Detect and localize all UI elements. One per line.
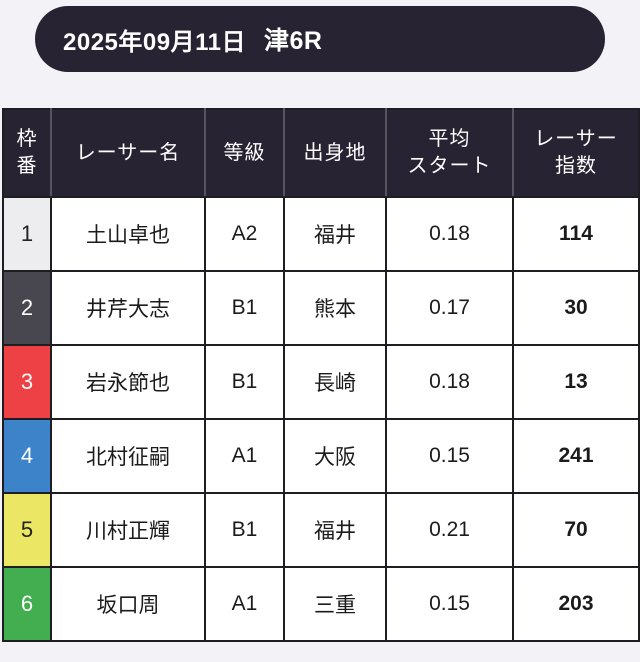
race-date: 2025年09月11日 <box>63 28 246 56</box>
grade-cell: B1 <box>204 492 285 568</box>
waku-cell: 5 <box>2 492 52 568</box>
racer-row: 4 北村征嗣 A1 大阪 0.15 241 <box>2 418 640 494</box>
col-header-grade: 等級 <box>204 108 285 198</box>
grade-cell: B1 <box>204 344 285 420</box>
racer-name-cell: 北村征嗣 <box>50 418 206 494</box>
racer-name-cell: 井芹大志 <box>50 270 206 346</box>
avg-start-cell: 0.21 <box>385 492 514 568</box>
col-header-racer-name: レーサー名 <box>50 108 206 198</box>
racer-index-cell: 241 <box>512 418 640 494</box>
avg-start-cell: 0.15 <box>385 566 514 642</box>
racer-table: 枠番 レーサー名 等級 出身地 平均 スタート レーサー 指数 1 土山卓也 A2 … <box>2 108 640 642</box>
avg-start-cell: 0.18 <box>385 344 514 420</box>
avg-start-cell: 0.18 <box>385 196 514 272</box>
grade-cell: A1 <box>204 566 285 642</box>
racer-row: 5 川村正輝 B1 福井 0.21 70 <box>2 492 640 568</box>
racer-name-cell: 坂口周 <box>50 566 206 642</box>
racer-name-cell: 土山卓也 <box>50 196 206 272</box>
origin-cell: 長崎 <box>283 344 387 420</box>
col-header-origin: 出身地 <box>283 108 387 198</box>
grade-cell: A1 <box>204 418 285 494</box>
racer-index-cell: 13 <box>512 344 640 420</box>
race-name: 津6R <box>263 27 323 55</box>
origin-cell: 三重 <box>283 566 387 642</box>
racer-index-cell: 70 <box>512 492 640 568</box>
racer-name-cell: 川村正輝 <box>50 492 206 568</box>
col-header-waku: 枠番 <box>2 108 52 198</box>
origin-cell: 熊本 <box>283 270 387 346</box>
waku-cell: 6 <box>2 566 52 642</box>
race-header: 2025年09月11日 津6R <box>35 6 605 72</box>
waku-cell: 1 <box>2 196 52 272</box>
racer-row: 1 土山卓也 A2 福井 0.18 114 <box>2 196 640 272</box>
racer-index-cell: 114 <box>512 196 640 272</box>
origin-cell: 福井 <box>283 196 387 272</box>
grade-cell: B1 <box>204 270 285 346</box>
racer-index-cell: 203 <box>512 566 640 642</box>
grade-cell: A2 <box>204 196 285 272</box>
avg-start-cell: 0.17 <box>385 270 514 346</box>
origin-cell: 福井 <box>283 492 387 568</box>
col-header-racer-index: レーサー 指数 <box>512 108 640 198</box>
origin-cell: 大阪 <box>283 418 387 494</box>
racer-index-cell: 30 <box>512 270 640 346</box>
racer-row: 3 岩永節也 B1 長崎 0.18 13 <box>2 344 640 420</box>
col-header-avg-start: 平均 スタート <box>385 108 514 198</box>
racer-name-cell: 岩永節也 <box>50 344 206 420</box>
waku-cell: 4 <box>2 418 52 494</box>
waku-cell: 3 <box>2 344 52 420</box>
waku-cell: 2 <box>2 270 52 346</box>
avg-start-cell: 0.15 <box>385 418 514 494</box>
racer-row: 2 井芹大志 B1 熊本 0.17 30 <box>2 270 640 346</box>
racer-row: 6 坂口周 A1 三重 0.15 203 <box>2 566 640 642</box>
table-header-row: 枠番 レーサー名 等級 出身地 平均 スタート レーサー 指数 <box>2 108 640 198</box>
